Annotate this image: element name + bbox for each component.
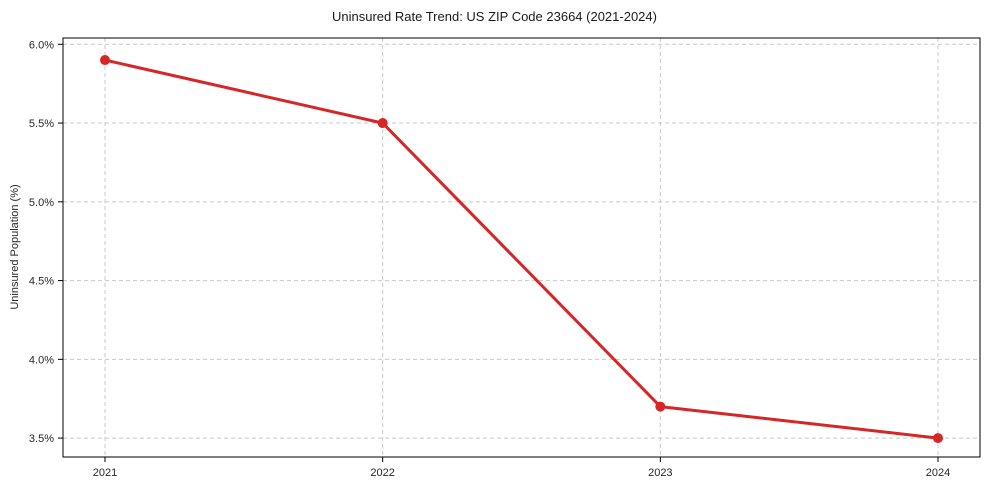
y-tick-label: 6.0% <box>29 39 54 51</box>
data-point <box>377 118 388 129</box>
data-point <box>655 401 666 412</box>
y-tick-label: 3.5% <box>29 433 54 445</box>
x-tick-label: 2024 <box>926 467 950 479</box>
y-tick-label: 4.0% <box>29 354 54 366</box>
x-tick-label: 2023 <box>648 467 672 479</box>
plot-border <box>62 37 981 458</box>
data-point <box>933 433 943 444</box>
y-tick-label: 5.0% <box>29 197 54 209</box>
data-point <box>100 55 110 66</box>
y-tick-label: 5.5% <box>29 118 54 130</box>
x-tick-label: 2021 <box>93 467 117 479</box>
y-tick-label: 4.5% <box>29 276 54 288</box>
x-tick-label: 2022 <box>370 467 394 479</box>
trend-line <box>103 58 940 440</box>
chart-title: Uninsured Rate Trend: US ZIP Code 23664 … <box>332 9 657 24</box>
